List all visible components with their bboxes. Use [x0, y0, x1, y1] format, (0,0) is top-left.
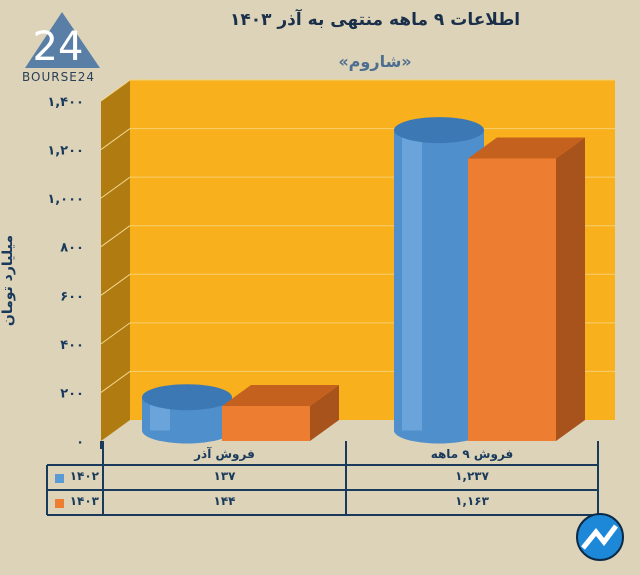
bar-box-top	[222, 385, 339, 407]
logo-text: BOURSE24	[22, 70, 96, 84]
bar-cylinder-top	[394, 117, 484, 144]
bar-cylinder-top	[142, 384, 232, 411]
data-table-value: ۱۴۴	[214, 494, 236, 508]
gridline-side	[100, 128, 131, 150]
gridline-side	[100, 273, 131, 296]
logo-triangle	[25, 12, 100, 68]
side-wall	[101, 80, 130, 441]
y-tick-label: ۰	[76, 435, 84, 450]
gridline-side	[100, 225, 131, 248]
y-tick-label: ۸۰۰	[60, 241, 84, 256]
category-label: فروش آذر	[193, 446, 255, 462]
bar-box-side	[556, 137, 585, 442]
y-tick-label: ۱,۴۰۰	[47, 95, 84, 110]
y-tick-label: ۴۰۰	[60, 338, 84, 353]
legend-swatch	[55, 474, 64, 483]
y-tick-label: ۱,۰۰۰	[47, 192, 84, 207]
bar-box-front	[468, 158, 556, 442]
category-label: فروش ۹ ماهه	[431, 447, 514, 462]
data-table-value: ۱,۱۶۳	[455, 494, 490, 508]
gridline-side	[100, 176, 131, 199]
data-table-value: ۱۳۷	[214, 469, 237, 483]
y-tick-label: ۲۰۰	[60, 386, 84, 401]
gridline-side	[100, 322, 131, 345]
bar-box-side	[310, 385, 339, 441]
bar-cylinder-highlight	[402, 130, 422, 431]
legend-label: ۱۴۰۲	[70, 469, 100, 483]
gridline-side	[100, 371, 131, 393]
chart-title: اطلاعات ۹ ماهه منتهی به آذر ۱۴۰۳	[229, 10, 521, 30]
bar-box-front	[222, 406, 310, 441]
bar-box-top	[468, 137, 585, 159]
legend-swatch	[55, 499, 64, 508]
trend-arrow-icon	[581, 524, 618, 550]
y-tick-label: ۱,۲۰۰	[47, 144, 84, 159]
data-table-value: ۱,۲۳۷	[455, 469, 490, 483]
gridline-side	[100, 79, 131, 102]
legend-label: ۱۴۰۳	[70, 494, 100, 508]
logo-24: 24	[33, 24, 84, 70]
chart-subtitle: «شاروم»	[338, 52, 412, 71]
y-tick-label: ۶۰۰	[60, 289, 84, 304]
